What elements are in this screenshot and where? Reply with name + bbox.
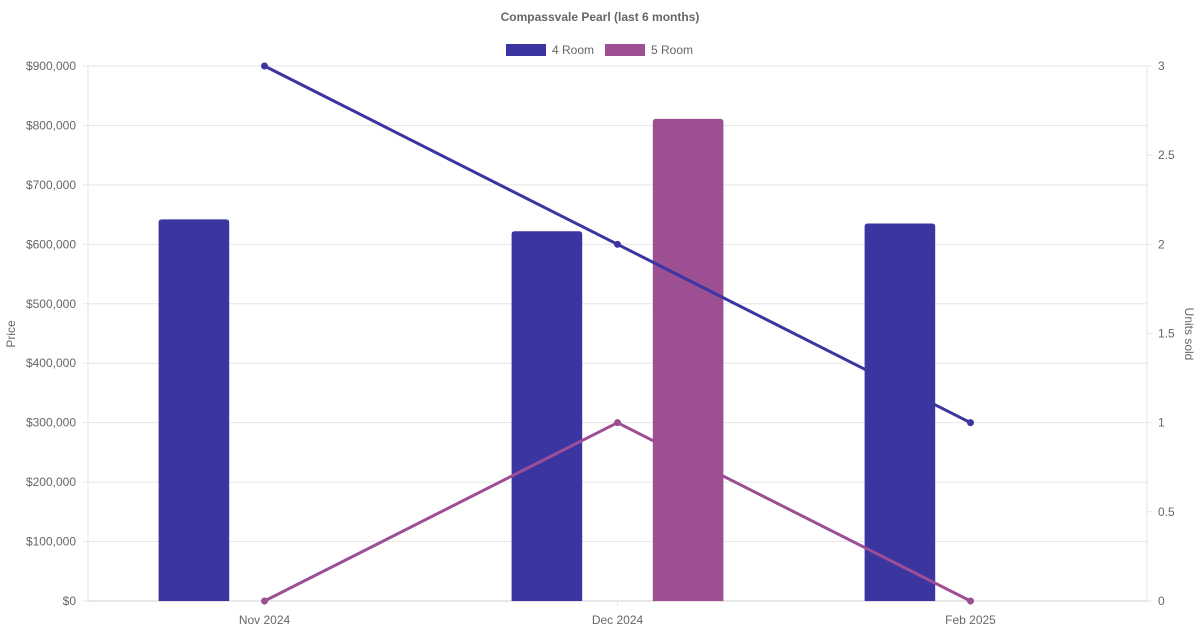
left-tick-label: $0 (63, 594, 77, 608)
right-tick-label: 1 (1158, 416, 1165, 430)
x-tick-label-dec-2024: Dec 2024 (592, 613, 644, 627)
right-tick-label: 0 (1158, 594, 1165, 608)
point-4-room-feb-2025[interactable] (967, 419, 974, 427)
right-tick-label: 2.5 (1158, 148, 1175, 162)
left-tick-label: $500,000 (26, 297, 76, 311)
x-tick-label-feb-2025: Feb 2025 (945, 613, 996, 627)
legend-swatch-5-room (605, 44, 645, 56)
legend-item-5-room[interactable]: 5 Room (605, 43, 693, 57)
right-tick-label: 0.5 (1158, 505, 1175, 519)
y-axis-left-label: Price (4, 320, 18, 348)
legend-label-4-room: 4 Room (552, 43, 594, 57)
left-tick-label: $800,000 (26, 118, 76, 132)
right-tick-label: 1.5 (1158, 327, 1175, 341)
left-tick-label: $600,000 (26, 237, 76, 251)
legend: 4 Room 5 Room (506, 43, 693, 57)
bar-4-room-feb-2025[interactable] (864, 223, 936, 601)
x-axis-ticks: Nov 2024 Dec 2024 Feb 2025 (239, 613, 996, 627)
left-tick-label: $900,000 (26, 59, 76, 73)
point-5-room-dec-2024[interactable] (614, 419, 621, 427)
left-tick-label: $100,000 (26, 535, 76, 549)
x-tick-label-nov-2024: Nov 2024 (239, 613, 291, 627)
bars (158, 118, 936, 602)
bar-5-room-dec-2024[interactable] (652, 118, 724, 602)
y-axis-right-label: Units sold (1182, 308, 1196, 361)
left-tick-label: $400,000 (26, 356, 76, 370)
bar-4-room-dec-2024[interactable] (511, 231, 583, 601)
right-tick-label: 2 (1158, 237, 1165, 251)
right-axis-ticks: 0 0.5 1 1.5 2 2.5 3 (1158, 59, 1175, 608)
legend-label-5-room: 5 Room (651, 43, 693, 57)
point-5-room-nov-2024[interactable] (261, 597, 268, 605)
lines (261, 62, 974, 605)
left-tick-label: $200,000 (26, 475, 76, 489)
right-tick-label: 3 (1158, 59, 1165, 73)
left-axis-ticks: $0 $100,000 $200,000 $300,000 $400,000 $500,0… (26, 59, 76, 608)
point-4-room-nov-2024[interactable] (261, 62, 268, 70)
grid (83, 65, 1152, 606)
legend-swatch-4-room (506, 44, 546, 56)
bar-4-room-nov-2024[interactable] (158, 219, 230, 601)
chart-title: Compassvale Pearl (last 6 months) (501, 10, 700, 24)
point-4-room-dec-2024[interactable] (614, 240, 621, 248)
point-5-room-feb-2025[interactable] (967, 597, 974, 605)
legend-item-4-room[interactable]: 4 Room (506, 43, 594, 57)
left-tick-label: $300,000 (26, 416, 76, 430)
left-tick-label: $700,000 (26, 178, 76, 192)
